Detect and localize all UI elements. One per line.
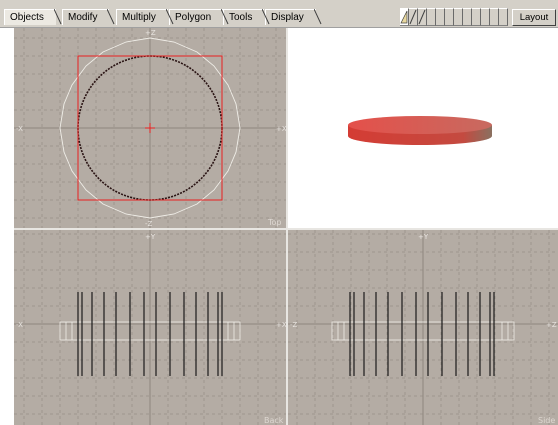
layer-button-11[interactable]: [490, 8, 499, 26]
layer-button-3[interactable]: [418, 8, 427, 26]
tab-edge-icon: [262, 9, 270, 25]
layer-button-7[interactable]: [454, 8, 463, 26]
layer-slash-icon: [418, 9, 426, 25]
viewport-top[interactable]: -X +X +Z -Z Top: [14, 28, 286, 228]
viewport-back[interactable]: -X +X +Y Back: [14, 230, 286, 425]
viewport-side-canvas: -Z +Z +Y Side: [288, 230, 558, 425]
tab-tools-label: Tools: [223, 9, 265, 25]
viewport-splitter-vertical[interactable]: [286, 28, 288, 425]
disc-object: [348, 116, 492, 145]
viewport-back-canvas: -X +X +Y Back: [14, 230, 286, 425]
layer-button-9[interactable]: [472, 8, 481, 26]
axis-label-left: -X: [16, 321, 23, 329]
tab-tools[interactable]: Tools: [223, 9, 270, 25]
viewport-perspective[interactable]: [288, 28, 558, 228]
tab-edge-icon: [165, 9, 174, 25]
disc-profile: [77, 292, 223, 376]
layer-button-5[interactable]: [436, 8, 445, 26]
tab-display-label: Display: [265, 9, 316, 25]
tab-modify-label: Modify: [62, 9, 110, 25]
tab-modify[interactable]: Modify: [62, 9, 115, 25]
tab-edge-icon: [107, 9, 115, 25]
layer-button-6[interactable]: [445, 8, 454, 26]
layer-active-icon: [400, 10, 408, 24]
layer-button-8[interactable]: [463, 8, 472, 26]
tab-edge-icon: [53, 9, 62, 25]
selection-box: [77, 55, 223, 201]
tab-objects-label: Objects: [4, 9, 56, 25]
axis-label-right: +Z: [546, 321, 557, 329]
viewport-name: Side: [538, 416, 555, 425]
tab-polygon[interactable]: Polygon: [169, 9, 229, 25]
axis-label-left: -X: [16, 125, 23, 133]
tab-objects[interactable]: Objects: [4, 9, 62, 25]
viewport-perspective-canvas: [348, 116, 492, 145]
outer-ring-guide: [59, 37, 241, 219]
tab-multiply-label: Multiply: [116, 9, 168, 25]
viewport-name: Top: [267, 218, 282, 227]
layer-button-2[interactable]: [409, 8, 418, 26]
tab-edge-icon: [221, 9, 229, 25]
layer-button-4[interactable]: [427, 8, 436, 26]
disc-profile: [349, 292, 495, 376]
disc-edge-guide: [59, 321, 241, 341]
layer-button-10[interactable]: [481, 8, 490, 26]
layout-button[interactable]: Layout: [512, 9, 556, 26]
axis-label-up: +Y: [418, 233, 429, 241]
axis-label-up: +Z: [145, 29, 156, 37]
axis-label-up: +Y: [145, 233, 156, 241]
toolbar: Objects Modify Multiply Polygon Tools Di…: [0, 0, 558, 28]
disc-edge-guide: [331, 321, 515, 341]
viewport-top-canvas: -X +X +Z -Z Top: [14, 28, 286, 228]
tab-multiply[interactable]: Multiply: [116, 9, 174, 25]
layer-button-1[interactable]: [400, 8, 409, 26]
layer-button-12[interactable]: [499, 8, 508, 26]
tab-edge-icon: [313, 9, 322, 25]
axis-label-right: +X: [276, 125, 286, 133]
axis-label-down: -Z: [145, 220, 153, 228]
axis-label-right: +X: [276, 321, 286, 329]
axis-label-left: -Z: [290, 321, 298, 329]
layer-slash-icon: [409, 9, 417, 25]
left-margin: [0, 28, 14, 425]
viewport-name: Back: [264, 416, 284, 425]
viewport-side[interactable]: -Z +Z +Y Side: [288, 230, 558, 425]
tab-polygon-label: Polygon: [169, 9, 224, 25]
tab-display[interactable]: Display: [265, 9, 322, 25]
